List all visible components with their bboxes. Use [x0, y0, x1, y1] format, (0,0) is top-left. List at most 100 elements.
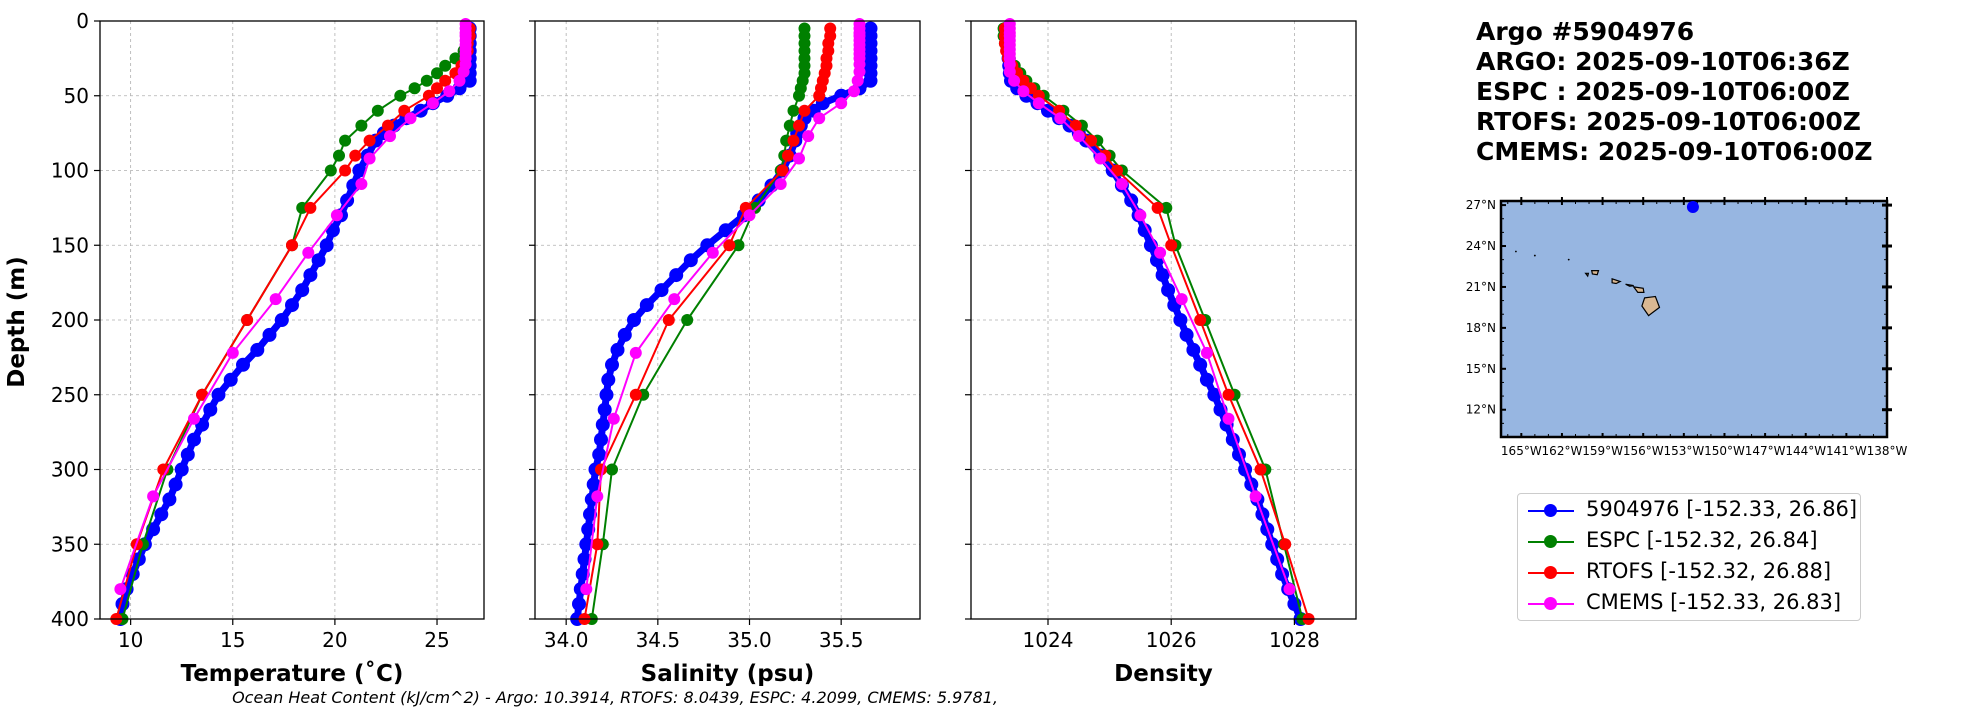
data-point-espc [339, 134, 352, 147]
data-point-rtofs [349, 149, 362, 162]
data-point-cmems [404, 112, 417, 125]
series-line-espc [590, 28, 806, 620]
data-point-cmems [330, 209, 343, 222]
data-point-rtofs [196, 388, 209, 401]
data-point-rtofs [1254, 463, 1267, 476]
island-shape [1611, 277, 1622, 285]
data-point-cmems [188, 412, 200, 425]
series-line-rtofs [115, 28, 471, 620]
data-point-cmems [851, 74, 864, 87]
data-point-cmems [426, 97, 439, 110]
data-point-5904976 [262, 327, 277, 342]
data-point-5904976 [1193, 357, 1208, 372]
data-point-5904976 [311, 253, 326, 268]
data-point-cmems [1072, 130, 1085, 143]
data-point-rtofs [241, 314, 254, 326]
title-argo-time: ARGO: 2025-09-10T06:36Z [1476, 47, 1850, 76]
data-point-5904976 [180, 447, 195, 462]
x-tick-label: 34.0 [544, 628, 589, 652]
data-point-5904976 [586, 477, 601, 492]
data-point-cmems [835, 97, 848, 110]
legend-item-rtofs: RTOFS [-152.32, 26.88] [1518, 558, 1860, 588]
data-point-espc [408, 82, 421, 95]
islet [1533, 254, 1536, 257]
data-point-cmems [848, 85, 860, 98]
data-point-cmems [1175, 293, 1188, 306]
data-point-cmems [629, 346, 642, 359]
data-point-5904976 [168, 477, 183, 492]
data-point-rtofs [776, 164, 789, 177]
data-point-cmems [114, 583, 127, 596]
data-point-espc [333, 149, 345, 162]
y-tick-label: 200 [51, 308, 89, 332]
data-point-5904976 [1155, 268, 1170, 283]
data-point-rtofs [1069, 119, 1082, 132]
island-shape [1584, 272, 1590, 278]
legend-label: ESPC [-152.32, 26.84] [1586, 528, 1818, 552]
data-point-5904976 [575, 567, 590, 582]
legend-marker-icon [1544, 535, 1557, 548]
data-point-5904976 [572, 597, 586, 611]
data-point-rtofs [629, 388, 642, 401]
data-point-cmems [302, 246, 315, 259]
data-point-cmems [793, 152, 805, 165]
data-point-cmems [1222, 412, 1235, 425]
data-point-rtofs [1279, 538, 1292, 551]
data-point-rtofs [363, 134, 376, 147]
data-point-espc [296, 201, 309, 214]
x-axis-label: Density [1114, 661, 1213, 687]
x-tick-label: 1026 [1146, 628, 1197, 652]
data-point-rtofs [662, 314, 675, 326]
legend-label: 5904976 [-152.33, 26.86] [1586, 497, 1858, 521]
legend-label: RTOFS [-152.32, 26.88] [1586, 559, 1832, 583]
data-point-cmems [1008, 74, 1021, 87]
data-point-cmems [1054, 112, 1067, 125]
data-point-espc [787, 104, 800, 117]
panel-density: 1024 1026 1028 Density [965, 18, 1357, 687]
title-espc-time: ESPC : 2025-09-10T06:00Z [1476, 77, 1850, 106]
series-line-5904976 [116, 28, 474, 620]
data-point-cmems [226, 346, 239, 359]
data-point-rtofs [304, 201, 317, 214]
map-lat-label: 18°N [1466, 321, 1496, 335]
data-point-espc [324, 164, 337, 177]
data-point-cmems [1094, 152, 1107, 165]
data-point-cmems [1283, 583, 1296, 596]
map-lat-label: 24°N [1466, 239, 1496, 253]
series-line-espc [121, 28, 471, 620]
data-point-5904976 [1161, 283, 1176, 298]
x-tick-label: 1028 [1269, 628, 1320, 652]
data-point-cmems [591, 490, 604, 503]
legend-item-argo: 5904976 [-152.33, 26.86] [1518, 496, 1860, 526]
island-shape [1590, 270, 1600, 276]
island-shape [1625, 283, 1634, 287]
data-point-espc [394, 89, 407, 102]
legend-marker-icon [1544, 566, 1557, 579]
data-point-espc [371, 104, 384, 117]
data-point-rtofs [813, 89, 826, 102]
data-point-espc [606, 463, 618, 476]
data-point-rtofs [798, 104, 811, 117]
data-point-5904976 [274, 313, 289, 327]
data-point-cmems [580, 583, 593, 596]
map-lon-label: 150°W [1704, 444, 1745, 458]
x-tick-label: 35.0 [727, 628, 772, 652]
map-lon-label: 141°W [1826, 444, 1867, 458]
island-shape [1632, 286, 1645, 293]
data-point-espc [793, 89, 805, 102]
map-lon-label: 156°W [1623, 444, 1664, 458]
panel-temperature: 10 15 20 25050100150200250300350400Temperat… [51, 9, 485, 687]
data-point-espc [420, 74, 433, 87]
data-point-5904976 [1207, 387, 1222, 402]
title-rtofs-time: RTOFS: 2025-09-10T06:00Z [1476, 107, 1861, 136]
x-axis-label: Temperature (˚C) [181, 660, 404, 687]
data-point-cmems [363, 152, 376, 165]
data-point-cmems [147, 490, 160, 503]
data-point-rtofs [1017, 74, 1030, 87]
y-tick-label: 100 [51, 159, 89, 183]
data-point-espc [1160, 201, 1173, 214]
data-point-rtofs [1222, 388, 1235, 401]
data-point-rtofs [723, 239, 736, 252]
data-point-5904976 [319, 238, 334, 253]
data-point-5904976 [718, 223, 733, 238]
